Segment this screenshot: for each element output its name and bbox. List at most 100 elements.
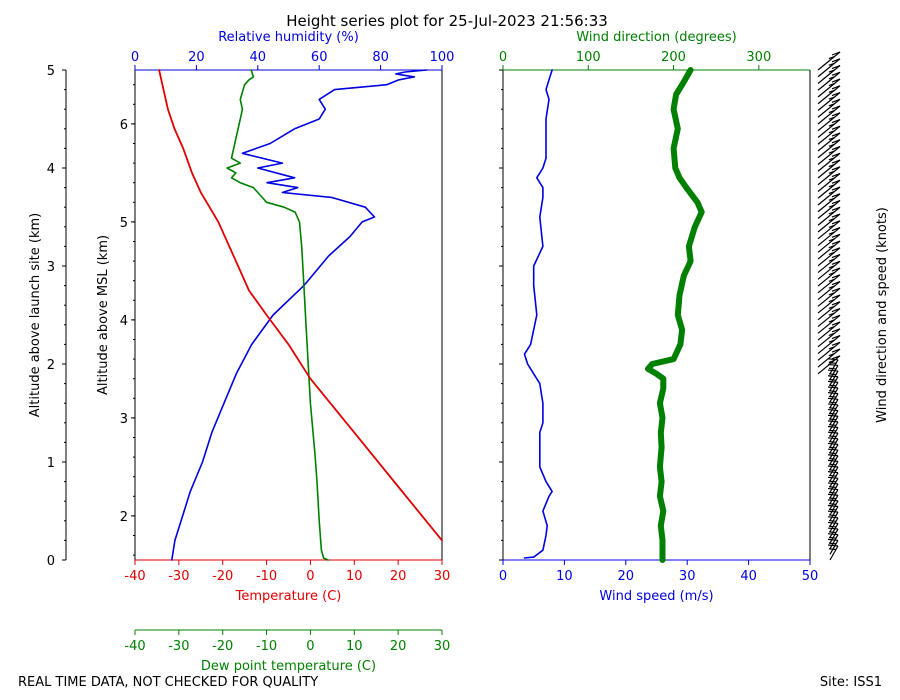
wind-barb-flag <box>831 321 841 326</box>
wind-barb-staff <box>817 166 841 186</box>
wind-barb-flag <box>828 62 835 66</box>
wind-barb-flag <box>828 170 835 174</box>
wind-barb-flag <box>828 103 835 107</box>
wind-barb-flag <box>831 112 841 117</box>
wind-barb-flag <box>827 358 839 361</box>
wind-barb-flag <box>831 274 841 279</box>
wind-speed-tick-label: 0 <box>499 569 507 584</box>
temperature-tick-label: 0 <box>306 569 314 584</box>
wind-barb-flag <box>831 294 841 299</box>
wind-barb-flag <box>828 109 835 114</box>
wind-barb-flag <box>827 521 839 525</box>
wind-barb-flag <box>828 130 835 134</box>
wind-barb-flag <box>828 190 835 195</box>
wind-barb-flag <box>827 408 839 412</box>
wind-barb-staff <box>829 455 839 471</box>
wind-barb-staff <box>817 206 841 226</box>
temperature-tick-label: 30 <box>434 569 451 584</box>
wind-barb-staff <box>829 359 839 375</box>
wind-barb-flag <box>831 159 841 164</box>
wind-barb-staff <box>817 132 841 152</box>
chart-title: Height series plot for 25-Jul-2023 21:56… <box>286 12 608 30</box>
wind-barb-staff <box>829 477 839 493</box>
wind-barb-staff <box>817 179 841 199</box>
wind-barb-flag <box>827 414 839 417</box>
wind-barb-staff <box>829 370 839 386</box>
wind-barb-flag <box>827 516 839 519</box>
wind-barb-flag <box>831 179 841 184</box>
wind-barb-staff <box>829 410 839 425</box>
wind-barb-staff <box>817 200 841 219</box>
wind-barb-flag <box>828 69 835 73</box>
wind-barb-staff <box>817 186 841 206</box>
wind-barb-staff <box>829 449 839 465</box>
wind-barb-flag <box>827 442 839 446</box>
wind-barb-flag <box>831 301 841 306</box>
wind-barb-flag <box>831 91 841 97</box>
temperature-line <box>158 69 443 542</box>
wind-barb-flag <box>827 465 839 468</box>
wind-barb-flag <box>828 96 835 100</box>
wind-barb-flag <box>828 332 835 336</box>
dewpoint-line <box>226 69 329 561</box>
wind-barb-staff <box>817 328 841 348</box>
wind-barb-staff <box>829 393 839 408</box>
wind-barb-flag <box>831 348 841 353</box>
wind-barb-flag <box>831 166 841 171</box>
wind-barb-flag <box>831 51 841 56</box>
wind-barb-flag <box>831 152 841 157</box>
wind-barb-flag <box>827 392 839 395</box>
wind-barb-staff <box>817 274 841 294</box>
wind-direction-line <box>645 67 705 563</box>
wind-barb-flag <box>828 177 835 181</box>
wind-barb-staff <box>829 387 839 403</box>
tick-label-launch: 2 <box>47 358 55 373</box>
wind-barb-flag <box>831 105 841 110</box>
wind-barb-staff <box>829 511 839 527</box>
dewpoint-tick-label: -10 <box>256 639 277 654</box>
wind-barb-staff <box>817 314 841 334</box>
wind-barb-staff <box>817 247 841 267</box>
wind-barb-staff <box>817 220 841 240</box>
wind-barb-staff <box>829 415 839 431</box>
wind-barb-staff <box>817 294 841 314</box>
wind-barb-staff <box>817 139 841 159</box>
wind-barb-flag <box>831 199 841 205</box>
dewpoint-tick-label: -40 <box>124 639 145 654</box>
wind-barb-flag <box>828 123 835 127</box>
wind-barb-flag <box>828 157 835 161</box>
wind-barb-flag <box>828 278 835 282</box>
wind-barb-flag <box>831 71 841 76</box>
wind-barb-flag <box>831 314 841 319</box>
wind-barb-flag <box>827 493 839 496</box>
wind-barb-flag <box>827 510 839 513</box>
wind-barb-flag <box>828 204 835 208</box>
wind-barb-staff <box>829 500 839 516</box>
temperature-tick-label: 20 <box>390 569 407 584</box>
humidity-tick-label: 100 <box>430 50 455 65</box>
wind-barbs <box>817 51 841 561</box>
wind-barb-staff <box>817 301 841 321</box>
wind-barb-flag <box>827 499 839 502</box>
tick-label-msl: 5 <box>120 216 128 231</box>
wind-barb-flag <box>827 386 839 389</box>
wind-barb-staff <box>817 51 841 71</box>
wind-barb-staff <box>817 92 841 111</box>
wind-barb-flag <box>828 271 835 276</box>
tick-label-launch: 5 <box>47 64 55 79</box>
wind-barb-staff <box>817 98 841 118</box>
wind-speed-line <box>523 69 553 559</box>
wind-barb-staff <box>817 71 841 91</box>
wind-barb-flag <box>831 206 841 211</box>
wind-barb-flag <box>828 359 835 363</box>
wind-barb-flag <box>827 403 839 406</box>
wind-barb-staff <box>817 321 841 341</box>
wind-barb-flag <box>827 504 839 508</box>
wind-speed-tick-label: 30 <box>679 569 696 584</box>
wind-barb-flag <box>831 98 841 103</box>
wind-barb-flag <box>827 369 839 372</box>
wind-barb-flag <box>831 118 841 124</box>
site-label: Site: ISS1 <box>820 675 882 690</box>
wind-barb-flag <box>828 231 835 235</box>
tick-label-launch: 1 <box>47 456 55 471</box>
